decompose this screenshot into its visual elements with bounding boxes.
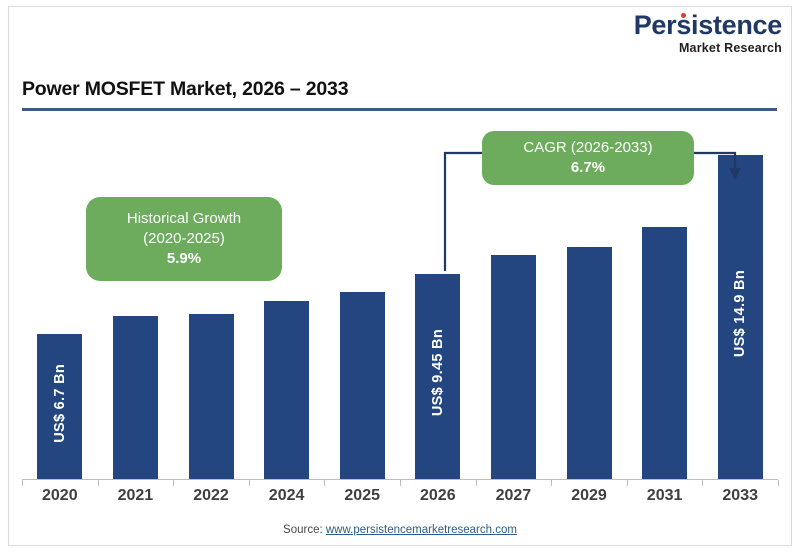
x-axis-tick-2024 (248, 480, 250, 486)
x-axis-label-2022: 2022 (193, 487, 229, 504)
historical-growth-badge: Historical Growth (2020-2025) 5.9% (86, 197, 282, 281)
bar-2025 (339, 292, 385, 480)
source-prefix: Source: (283, 524, 326, 536)
x-axis-label-2031: 2031 (646, 487, 683, 504)
x-axis-label-2020: 2020 (42, 487, 78, 504)
title-underline (22, 108, 777, 111)
x-axis-tick-end (778, 480, 779, 486)
chart-area: US$ 6.7 Bn US$ 9.45 Bn US$ 14.9 Bn (22, 120, 779, 486)
historical-growth-period: (2020-2025) (143, 230, 225, 248)
bar-value-label-2033: US$ 14.9 Bn (732, 269, 749, 358)
cagr-value: 6.7% (570, 159, 606, 176)
chart-title-block: Power MOSFET Market, 2026 – 2033 (22, 78, 777, 111)
x-axis-tick-2022 (173, 480, 175, 486)
bars-container: US$ 6.7 Bn US$ 9.45 Bn US$ 14.9 Bn (22, 120, 779, 486)
x-axis-tick-2029 (551, 480, 553, 486)
x-axis-label-2033: 2033 (722, 487, 758, 504)
bar-2026: US$ 9.45 Bn (415, 273, 461, 480)
x-axis-line (22, 479, 778, 480)
bar-2027 (490, 255, 536, 480)
source-link[interactable]: www.persistencemarketresearch.com (325, 524, 517, 536)
historical-growth-title: Historical Growth (126, 210, 242, 228)
bar-value-label-2026: US$ 9.45 Bn (429, 329, 446, 417)
x-axis-label-2025: 2025 (344, 487, 380, 504)
bar-value-label-2020: US$ 6.7 Bn (51, 363, 68, 443)
x-axis-tick-2020 (22, 480, 23, 486)
x-axis-label-2021: 2021 (117, 487, 154, 504)
bar-2021 (112, 316, 158, 480)
x-axis-label-2029: 2029 (571, 487, 607, 504)
source-line: Source: www.persistencemarketresearch.co… (0, 524, 800, 536)
bar-2022 (188, 314, 234, 480)
logo-tagline: Market Research (678, 41, 782, 55)
bar-2031 (642, 226, 688, 480)
x-axis-label-2026: 2026 (420, 487, 456, 504)
cagr-badge: CAGR (2026-2033) 6.7% (482, 131, 694, 185)
brand-logo: Persistence Market Research (633, 10, 783, 55)
logo-dot-icon (681, 13, 687, 18)
x-axis-tick-2033 (702, 480, 704, 486)
x-axis-tick-2026 (400, 480, 401, 486)
bar-2033: US$ 14.9 Bn (717, 154, 763, 480)
x-axis-tick-2027 (475, 480, 477, 486)
bar-2024 (264, 301, 310, 480)
historical-growth-value: 5.9% (166, 249, 202, 267)
logo-wordmark-text: Persistence (633, 10, 783, 40)
bar-2020: US$ 6.7 Bn (37, 333, 83, 480)
logo-wordmark: Persistence (633, 10, 783, 40)
x-axis-tick-2021 (97, 480, 99, 486)
cagr-title: CAGR (2026-2033) (523, 139, 653, 157)
x-axis-tick-2025 (324, 480, 326, 486)
bar-2029 (566, 246, 612, 480)
page-title: Power MOSFET Market, 2026 – 2033 (22, 78, 349, 100)
x-axis-tick-2031 (626, 480, 628, 486)
x-axis-labels: 2020 2021 2022 2024 2025 2026 2027 2029 2031 2033 (22, 487, 778, 513)
x-axis-label-2024: 2024 (268, 487, 305, 504)
x-axis-label-2027: 2027 (495, 487, 532, 504)
